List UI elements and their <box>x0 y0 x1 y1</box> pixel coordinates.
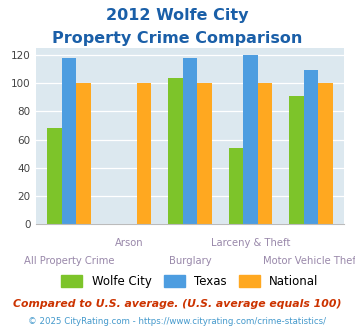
Bar <box>76 83 91 224</box>
Bar <box>258 83 272 224</box>
Bar <box>289 96 304 224</box>
Bar <box>197 83 212 224</box>
Bar <box>183 58 197 224</box>
Text: 2012 Wolfe City: 2012 Wolfe City <box>106 8 249 23</box>
Text: © 2025 CityRating.com - https://www.cityrating.com/crime-statistics/: © 2025 CityRating.com - https://www.city… <box>28 317 327 326</box>
Bar <box>137 83 151 224</box>
Bar <box>47 128 61 224</box>
Text: Burglary: Burglary <box>169 256 211 266</box>
Text: All Property Crime: All Property Crime <box>23 256 114 266</box>
Legend: Wolfe City, Texas, National: Wolfe City, Texas, National <box>56 270 323 293</box>
Bar <box>168 78 183 224</box>
Bar <box>304 70 318 224</box>
Bar <box>61 58 76 224</box>
Text: Larceny & Theft: Larceny & Theft <box>211 238 290 248</box>
Text: Motor Vehicle Theft: Motor Vehicle Theft <box>263 256 355 266</box>
Text: Property Crime Comparison: Property Crime Comparison <box>52 31 303 46</box>
Bar <box>318 83 333 224</box>
Bar <box>243 55 258 224</box>
Text: Arson: Arson <box>115 238 144 248</box>
Text: Compared to U.S. average. (U.S. average equals 100): Compared to U.S. average. (U.S. average … <box>13 299 342 309</box>
Bar <box>229 148 243 224</box>
